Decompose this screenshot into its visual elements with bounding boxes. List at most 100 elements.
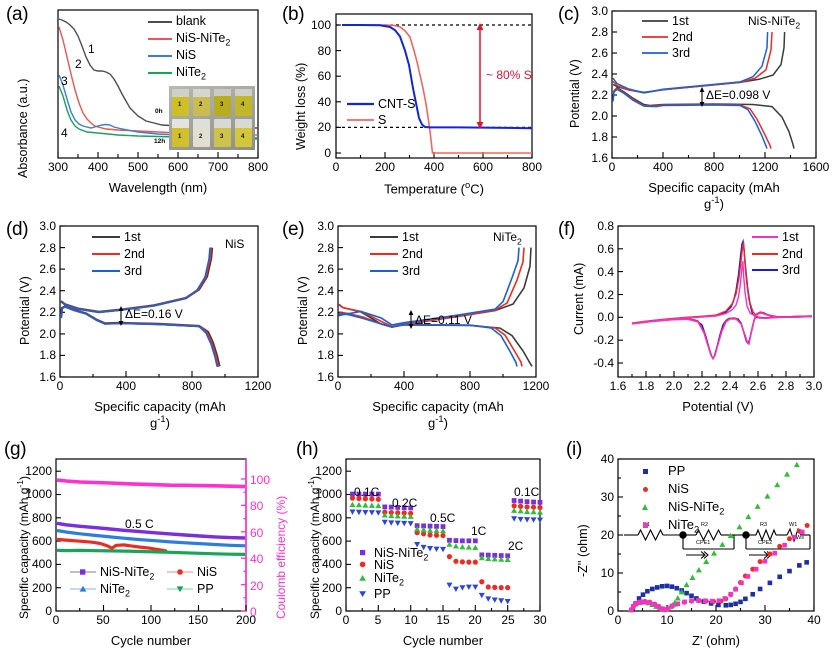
panel-b-xtick: 200 — [374, 160, 396, 174]
legend-label-pp: PP — [197, 582, 214, 596]
panel-a-xtick: 400 — [87, 160, 109, 174]
panel-a-xtick: 600 — [167, 160, 189, 174]
panel-c-ytick: 2.4 — [591, 67, 608, 81]
panel-c-ytick: 2.2 — [591, 88, 608, 102]
panel-h-ytick: 800 — [321, 511, 342, 525]
circuit-label-r3: R3 — [760, 522, 768, 528]
panel-d-xtick: 400 — [115, 379, 137, 393]
panel-c-sample-label: NiS-NiTe2 — [748, 14, 801, 31]
legend-label-1st: 1st — [672, 14, 689, 28]
annotation-rate-2c: 2C — [508, 539, 524, 553]
panel-f-xtick: 2.4 — [721, 379, 739, 393]
panel-g-ytick-right: 20 — [250, 579, 264, 593]
panel-i-label: (i) — [566, 439, 582, 460]
panel-c-ytick: 2.0 — [591, 109, 608, 123]
panel-b-ytick: 60 — [317, 69, 331, 83]
annotation-delta-e: ΔE=0.16 V — [125, 307, 183, 321]
panel-a-xtick: 300 — [47, 160, 69, 174]
curve-annotation-3: 3 — [61, 74, 68, 88]
panel-d-xtick: 1200 — [244, 379, 272, 393]
panel-h-ytick: 0 — [335, 604, 342, 618]
panel-d-ytick: 2.8 — [39, 241, 56, 255]
legend-marker-nis — [643, 487, 648, 492]
legend-label-nite2: NiTe2 — [668, 517, 700, 535]
legend-label-2nd: 2nd — [672, 30, 693, 44]
panel-h-ytick: 400 — [321, 557, 342, 571]
panel-h-xtick: 25 — [501, 613, 515, 627]
panel-h-xtick: 0 — [342, 613, 350, 627]
panel-e-ytick: 2.0 — [317, 327, 334, 341]
legend-label-3rd: 3rd — [124, 264, 143, 278]
panel-f-ytick: -0.4 — [593, 356, 614, 370]
inset-vial-number: 1 — [178, 134, 182, 140]
panel-i-xlabel: Z' (ohm) — [692, 633, 740, 648]
inset-vial-number: 3 — [220, 134, 224, 140]
inset-row-label-12h: 12h — [154, 138, 166, 145]
panel-g-label: (g) — [4, 439, 27, 460]
panel-a-xtick: 500 — [127, 160, 149, 174]
panel-c-ytick: 1.6 — [591, 151, 608, 165]
panel-c-xtick: 1200 — [751, 160, 779, 174]
panel-g-ytick-right: 100 — [250, 473, 271, 487]
panel-h: (h) Specific capacity (mAh g-1) — [282, 437, 558, 665]
legend-label-3rd: 3rd — [402, 264, 421, 278]
panel-h-ytick: 600 — [321, 534, 342, 548]
panel-h-xtick: 5 — [374, 613, 382, 627]
legend-label-nis: NiS — [197, 565, 218, 579]
panel-f-ytick: -0.2 — [593, 333, 614, 347]
legend-marker-nite2 — [643, 523, 648, 528]
panel-h-xtick: 20 — [468, 613, 482, 627]
panel-c-xtick: 800 — [703, 160, 725, 174]
panel-b-xtick: 0 — [332, 160, 340, 174]
panel-e-ytick: 2.4 — [317, 284, 334, 298]
annotation-rate-0p1c-recovery: 0.1C — [514, 485, 540, 499]
legend-label-blank: blank — [176, 14, 206, 28]
panel-g-xlabel: Cycle number — [110, 633, 192, 648]
panel-d-ytick: 2.2 — [39, 305, 56, 319]
panel-d-xtick: 0 — [56, 379, 64, 393]
panel-g-ytick-right: 80 — [250, 499, 264, 513]
panel-a-xtick: 700 — [207, 160, 229, 174]
panel-g-ytick: 200 — [31, 581, 52, 595]
panel-d-xlabel: Specific capacity (mAh g-1) — [94, 399, 226, 431]
inset-photo-vials: 0h 12h 1 2 3 4 1 2 3 4 — [154, 86, 255, 150]
curve-annotation-2: 2 — [75, 57, 82, 71]
legend-label-3rd: 3rd — [672, 46, 691, 60]
panel-d-ytick: 1.6 — [39, 370, 56, 384]
legend-swatch-nite2 — [148, 72, 172, 74]
panel-e-xlabel: Specific capacity (mAh g-1) — [372, 399, 504, 431]
curve-annotation-4: 4 — [61, 126, 68, 140]
panel-b-xtick: 400 — [423, 160, 445, 174]
panel-g-ytick: 800 — [31, 511, 52, 525]
panel-h-xtick: 30 — [533, 613, 547, 627]
circuit-label-r2: R2 — [701, 522, 709, 528]
legend-label-s: S — [378, 113, 387, 127]
annotation-rate-0p5c: 0.5C — [430, 511, 456, 525]
panel-b-ytick: 0 — [324, 146, 331, 160]
panel-i: (i) -Z'' (ohm) — [558, 437, 838, 665]
panel-f-xtick: 2.2 — [693, 379, 711, 393]
annotation-delta-e: ΔE=0.098 V — [706, 88, 771, 102]
panel-i-ytick: 20 — [600, 528, 614, 542]
panel-c: (c) Potential (V) — [556, 0, 838, 215]
panel-c-xtick: 1600 — [802, 160, 830, 174]
panel-g-ytick: 1000 — [25, 487, 52, 501]
panel-g-xtick: 50 — [96, 613, 110, 627]
legend-swatch-blank — [148, 21, 172, 23]
panel-d-sample-label: NiS — [225, 237, 245, 251]
inset-vial-number: 4 — [241, 134, 245, 140]
panel-f-ytick: 0.8 — [597, 219, 614, 233]
panel-g-ytick: 600 — [31, 534, 52, 548]
legend-marker-pp — [643, 469, 648, 474]
legend-label-nis: NiS — [668, 481, 689, 496]
circuit-label-cpe1: CPE1 — [696, 540, 711, 546]
panel-i-xtick: 20 — [709, 613, 723, 627]
annotation-sulfur-content: ~ 80% S — [486, 68, 532, 82]
panel-g-ytick-right: 0 — [250, 605, 257, 619]
legend-label-1st: 1st — [124, 230, 141, 244]
panel-g-ytick: 0 — [45, 604, 52, 618]
panel-e-xtick: 0 — [334, 379, 342, 393]
panel-e-xtick: 1200 — [522, 379, 550, 393]
annotation-rate-1c: 1C — [471, 524, 487, 538]
panel-e-xtick: 800 — [459, 379, 481, 393]
